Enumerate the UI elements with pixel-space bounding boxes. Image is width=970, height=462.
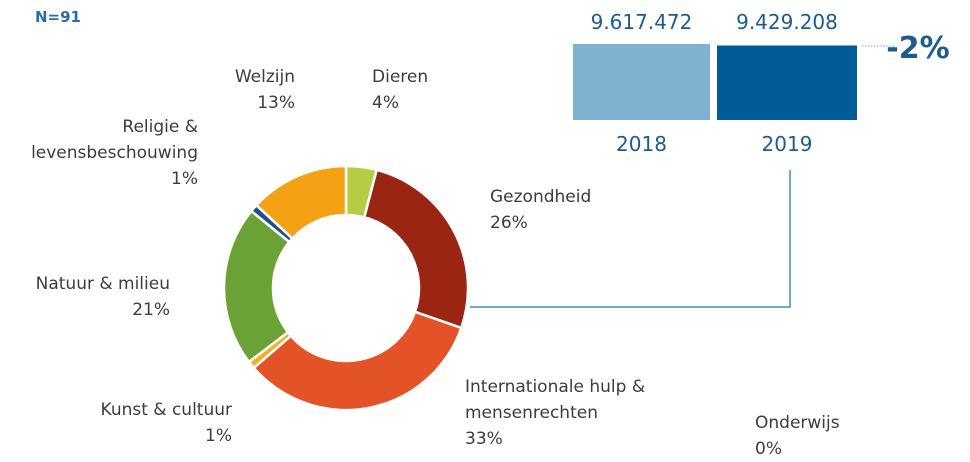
slice-label: Gezondheid 26% (490, 184, 650, 236)
category-label: Onderwijs (755, 413, 840, 433)
value-label: 26% (490, 213, 528, 233)
annotation: -2% (886, 31, 949, 66)
slice-label: Religie & levensbeschouwing 1% (0, 114, 198, 192)
category-label: Kunst & cultuur (100, 400, 232, 420)
bar (573, 44, 710, 120)
sample-size: N=91 (35, 8, 81, 26)
donut-slice (254, 164, 348, 241)
value-label: 21% (132, 300, 170, 320)
value-label: 33% (465, 429, 503, 449)
category-label: Religie & levensbeschouwing (31, 117, 198, 163)
category-label: Internationale hulp & mensenrechten (465, 377, 646, 423)
value-label: 1% (205, 426, 232, 446)
x-tick-label: 2018 (616, 132, 667, 156)
value-label: 1% (171, 169, 198, 189)
donut-slice (362, 168, 470, 330)
bar (717, 45, 857, 120)
slice-label: Welzijn 13% (145, 64, 295, 116)
value-label: 9.617.472 (591, 10, 693, 34)
slice-label: Kunst & cultuur 1% (32, 397, 232, 449)
x-tick-label: 2019 (762, 132, 813, 156)
category-label: Natuur & milieu (35, 274, 170, 294)
donut-slice (252, 310, 463, 412)
value-label: 13% (257, 93, 295, 113)
category-label: Dieren (372, 67, 429, 87)
value-label: 4% (372, 93, 399, 113)
value-label: 9.429.208 (736, 10, 838, 34)
slice-label: Dieren 4% (372, 64, 492, 116)
connector (470, 170, 791, 308)
category-label: Welzijn (234, 67, 295, 87)
slice-label: Internationale hulp & mensenrechten 33% (465, 374, 655, 452)
slice-label: Natuur & milieu 21% (0, 271, 170, 323)
category-label: Gezondheid (490, 187, 592, 207)
value-label: 0% (755, 439, 782, 459)
slice-label: Onderwijs 0% (755, 410, 875, 462)
